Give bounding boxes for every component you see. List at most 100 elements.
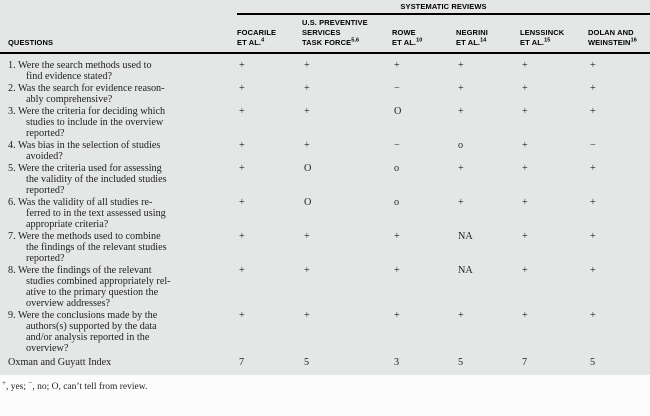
- value-cell: +: [590, 163, 596, 174]
- value-cell: +: [239, 265, 245, 276]
- table-row: 9. Were the conclusions made by the auth…: [0, 310, 650, 355]
- table-row: 1. Were the search methods used to find …: [0, 53, 650, 83]
- value-cell: −: [590, 140, 596, 151]
- value-cell: +: [304, 106, 310, 117]
- table-row: 6. Was the validity of all studies re- f…: [0, 197, 650, 231]
- value-cell: +: [458, 60, 464, 71]
- table-row: 7. Were the methods used to combine the …: [0, 231, 650, 265]
- question-cell: 1. Were the search methods used to find …: [8, 60, 152, 82]
- footnote: +, yes; −, no; O, can’t tell from review…: [0, 378, 650, 393]
- value-cell: −: [394, 83, 400, 94]
- value-cell: +: [239, 140, 245, 151]
- footnote-yes-text: , yes;: [5, 382, 29, 392]
- index-value-cell: 5: [304, 357, 310, 368]
- footnote-rest-text: , no; O, can’t tell from review.: [32, 382, 148, 392]
- value-cell: −: [394, 140, 400, 151]
- column-header-reference: 10: [416, 37, 423, 44]
- question-cell: 4. Was bias in the selection of studies …: [8, 140, 161, 162]
- column-header-lenssinck: LENSSINCK ET AL.15: [520, 14, 588, 54]
- column-header-reference: 5,6: [351, 37, 360, 44]
- value-cell: o: [458, 140, 464, 151]
- table-row: 4. Was bias in the selection of studies …: [0, 140, 650, 163]
- index-row-label: Oxman and Guyatt Index: [8, 357, 112, 368]
- value-cell: +: [590, 231, 596, 242]
- value-cell: +: [304, 60, 310, 71]
- value-cell: +: [590, 60, 596, 71]
- value-cell: +: [458, 197, 464, 208]
- value-cell: +: [304, 140, 310, 151]
- value-cell: +: [239, 197, 245, 208]
- value-cell: NA: [458, 231, 473, 242]
- column-header-dolan-weinstein: DOLAN AND WEINSTEIN16: [588, 14, 650, 54]
- value-cell: +: [458, 163, 464, 174]
- footnote-plus-symbol: +: [2, 378, 6, 387]
- value-cell: o: [394, 197, 400, 208]
- value-cell: +: [590, 265, 596, 276]
- questions-column-header: QUESTIONS: [0, 0, 237, 54]
- value-cell: +: [239, 106, 245, 117]
- column-header-label: U.S. PREVENTIVE SERVICES TASK FORCE: [302, 18, 368, 47]
- value-cell: +: [458, 83, 464, 94]
- table-row: 3. Were the criteria for deciding which …: [0, 106, 650, 140]
- value-cell: +: [522, 197, 528, 208]
- column-header-reference: 16: [630, 37, 637, 44]
- index-value-cell: 5: [590, 357, 596, 368]
- column-header-label: FOCARILE ET AL.: [237, 28, 277, 47]
- value-cell: +: [522, 310, 528, 321]
- column-header-label: DOLAN AND WEINSTEIN: [588, 28, 634, 47]
- value-cell: +: [394, 265, 400, 276]
- spanner-header: SYSTEMATIC REVIEWS: [237, 0, 650, 15]
- value-cell: +: [590, 310, 596, 321]
- question-cell: 7. Were the methods used to combine the …: [8, 231, 167, 264]
- value-cell: +: [304, 83, 310, 94]
- question-cell: 3. Were the criteria for deciding which …: [8, 106, 166, 139]
- value-cell: +: [304, 310, 310, 321]
- index-value-cell: 5: [458, 357, 464, 368]
- spanner-row: QUESTIONS SYSTEMATIC REVIEWS: [0, 0, 650, 54]
- value-cell: +: [522, 231, 528, 242]
- value-cell: +: [458, 106, 464, 117]
- index-value-cell: 7: [522, 357, 528, 368]
- columns-header-row: FOCARILE ET AL.4 U.S. PREVENTIVE SERVICE…: [0, 14, 650, 54]
- value-cell: +: [458, 310, 464, 321]
- column-header-negrini: NEGRINI ET AL.14: [456, 14, 520, 54]
- footnote-minus-symbol: −: [28, 378, 33, 387]
- index-row: Oxman and Guyatt Index 7 5 3 5 7 5: [0, 355, 650, 375]
- value-cell: O: [304, 197, 312, 208]
- table-row: 8. Were the findings of the relevant stu…: [0, 265, 650, 310]
- question-cell: 8. Were the findings of the relevant stu…: [8, 265, 171, 309]
- question-cell: 2. Was the search for evidence reason- a…: [8, 83, 165, 105]
- column-header-rowe: ROWE ET AL.10: [392, 14, 456, 54]
- value-cell: +: [239, 83, 245, 94]
- value-cell: +: [522, 140, 528, 151]
- question-cell: 9. Were the conclusions made by the auth…: [8, 310, 158, 354]
- value-cell: +: [522, 60, 528, 71]
- value-cell: +: [522, 163, 528, 174]
- column-header-label: LENSSINCK ET AL.: [520, 28, 565, 47]
- systematic-reviews-table: QUESTIONS SYSTEMATIC REVIEWS FOCARILE ET…: [0, 0, 650, 375]
- value-cell: +: [590, 106, 596, 117]
- value-cell: +: [239, 310, 245, 321]
- table-row: 5. Were the criteria used for assessing …: [0, 163, 650, 197]
- value-cell: +: [394, 231, 400, 242]
- column-header-reference: 4: [261, 37, 265, 44]
- value-cell: +: [590, 83, 596, 94]
- value-cell: O: [394, 106, 402, 117]
- index-value-cell: 3: [394, 357, 400, 368]
- column-header-label: NEGRINI ET AL.: [456, 28, 488, 47]
- value-cell: +: [239, 231, 245, 242]
- value-cell: +: [522, 83, 528, 94]
- value-cell: +: [522, 265, 528, 276]
- value-cell: +: [239, 60, 245, 71]
- value-cell: o: [394, 163, 400, 174]
- index-value-cell: 7: [239, 357, 245, 368]
- value-cell: +: [394, 310, 400, 321]
- column-header-reference: 14: [480, 37, 487, 44]
- value-cell: +: [522, 106, 528, 117]
- column-header-focarile: FOCARILE ET AL.4: [237, 14, 302, 54]
- table-row: 2. Was the search for evidence reason- a…: [0, 83, 650, 106]
- value-cell: +: [394, 60, 400, 71]
- column-header-uspstf: U.S. PREVENTIVE SERVICES TASK FORCE5,6: [302, 14, 392, 54]
- value-cell: +: [304, 231, 310, 242]
